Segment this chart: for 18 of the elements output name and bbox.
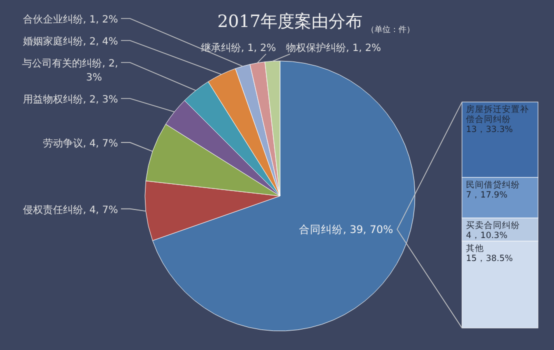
slice-label: 合伙企业纠纷, 1, 2% [23, 13, 118, 26]
slice-label: 劳动争议, 4, 7% [43, 137, 118, 150]
series-label: 民间借贷纠纷 [466, 179, 520, 190]
slice-label: 物权保护纠纷, 1, 2% [286, 42, 381, 54]
series-label: 买卖合同纠纷 [466, 220, 520, 231]
data-label: 13，33.3% [466, 125, 513, 135]
slice-label: 用益物权纠纷, 2, 3% [23, 93, 118, 106]
slice-label: 合同纠纷, 39, 70% [299, 222, 394, 236]
slice-label: 侵权责任纠纷, 4, 7% [23, 204, 118, 216]
text: （单位：件） [366, 25, 415, 34]
data-label: 15，38.5% [466, 254, 513, 264]
slice-label: 婚姻家庭纠纷, 2, 4% [23, 35, 118, 48]
series-label: 其他 [466, 243, 484, 254]
data-label: 7，17.9% [466, 190, 508, 200]
data-label: 4，10.3% [466, 230, 508, 241]
chart-title: 2017年度案由分布 [217, 12, 363, 32]
series-label: 房屋拆迁安置补偿合同纠纷 [466, 104, 529, 125]
slice-label: 与公司有关的纠纷, 2, 3% [22, 57, 118, 84]
